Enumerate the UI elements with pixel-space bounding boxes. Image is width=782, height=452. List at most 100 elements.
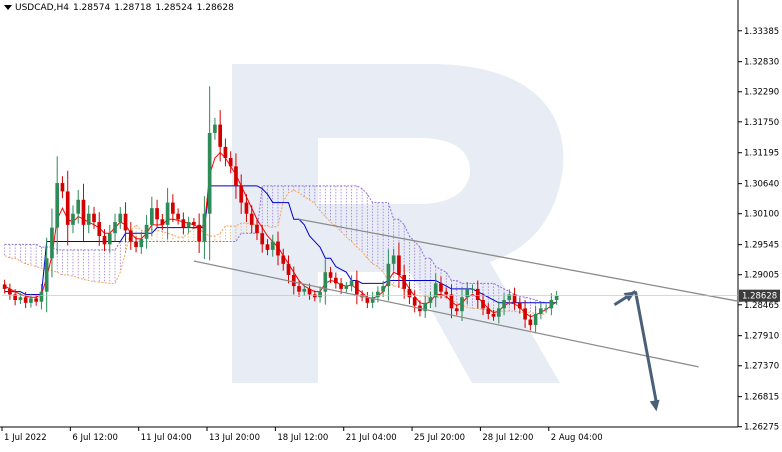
candle-body [144,224,149,239]
candle-body [176,213,180,220]
candle-body [523,308,527,320]
price-tick-label: 1.29005 [744,271,779,281]
senkou-span-b [4,185,547,304]
close-value: 1.28628 [196,3,234,13]
candle-body [86,213,91,225]
candle-body [302,288,307,292]
candle-body [355,280,359,295]
candle-body [202,213,207,242]
arrow-head-up-icon [623,291,636,302]
senkou-span-a [4,189,547,315]
candle-body [192,222,196,225]
kijun-sen-line [4,185,557,304]
candle-body [23,297,28,303]
candle-body [491,313,496,317]
candle-body [475,288,480,301]
candle-body [428,297,433,303]
candle-body [281,255,286,264]
current-price-label: 1.28628 [742,292,777,302]
arrow-head-down-icon [649,399,660,412]
time-tick-label: 25 Jul 20:00 [414,433,465,443]
candle-body [370,297,375,303]
candle-body [381,286,385,292]
candle-body [113,222,117,234]
candle-body [244,202,249,214]
price-tick-label: 1.27370 [744,362,779,372]
time-tick-label: 28 Jul 12:00 [482,433,533,443]
candle-body [376,291,380,298]
dropdown-triangle-icon[interactable] [4,5,12,10]
price-tick-label: 1.33385 [744,27,779,37]
candle-body [517,302,522,309]
candle-body [34,298,39,302]
candle-body [139,238,144,248]
candle-body [65,191,70,225]
trend-channel [193,218,741,368]
candle-body [291,274,296,287]
candle-body [512,294,517,303]
candle-body [50,227,54,259]
candle-body [8,288,12,295]
candle-body [307,288,312,295]
candle-body [81,199,86,225]
low-value: 1.28524 [155,3,193,13]
candle-body [228,158,233,167]
candle-body [165,202,170,225]
candle-body [107,233,112,245]
price-tick-label: 1.32830 [744,58,779,68]
candle-body [39,291,44,302]
candle-body [181,219,186,228]
candle-body [128,230,133,242]
open-value: 1.28574 [72,3,111,13]
candle-body [171,202,175,214]
candle-body [449,294,454,309]
candle-body [2,284,7,289]
price-tick-label: 1.28465 [744,301,779,311]
candle-body [402,274,407,289]
candle-body [44,258,49,292]
candle-body [386,263,391,287]
price-tick-label: 1.29545 [744,241,779,251]
chart-header: USDCAD,H4 1.28574 1.28718 1.28524 1.28628 [4,3,238,13]
price-tick-label: 1.26275 [744,423,779,433]
watermark-logo [232,64,564,383]
candle-body [297,286,301,292]
time-tick-label: 13 Jul 20:00 [209,433,260,443]
candle-body [218,124,223,147]
candle-body [481,300,485,309]
candle-body [60,183,65,192]
candle-body [13,294,17,301]
candle-body [270,241,275,250]
watermark-r-shape [232,64,564,383]
candle-body [496,308,501,317]
candle-body [486,308,491,314]
candle-body [149,208,154,225]
tenkan-sen-line [4,151,557,318]
candle-body [333,277,338,284]
indicator-lines [4,151,557,318]
candles [2,86,559,334]
candle-body [470,288,475,290]
time-tick-label: 11 Jul 04:00 [141,433,192,443]
candle-body [55,183,60,228]
candle-body [323,272,328,292]
candle-body [533,313,538,326]
candle-body [223,146,228,159]
candle-body [465,288,470,298]
candle-body [71,213,75,225]
candle-body [160,219,165,225]
candle-body [260,233,265,245]
candle-body [502,300,506,309]
time-tick-label: 2 Aug 04:00 [551,433,603,443]
candle-body [328,272,333,278]
candle-body [507,294,512,301]
candle-body [118,213,123,223]
candle-body [460,297,464,312]
price-tick-label: 1.30100 [744,210,779,220]
candle-body [29,298,33,303]
candle-body [102,235,107,245]
symbol-label: USDCAD,H4 [15,3,69,13]
candle-body [397,255,401,275]
